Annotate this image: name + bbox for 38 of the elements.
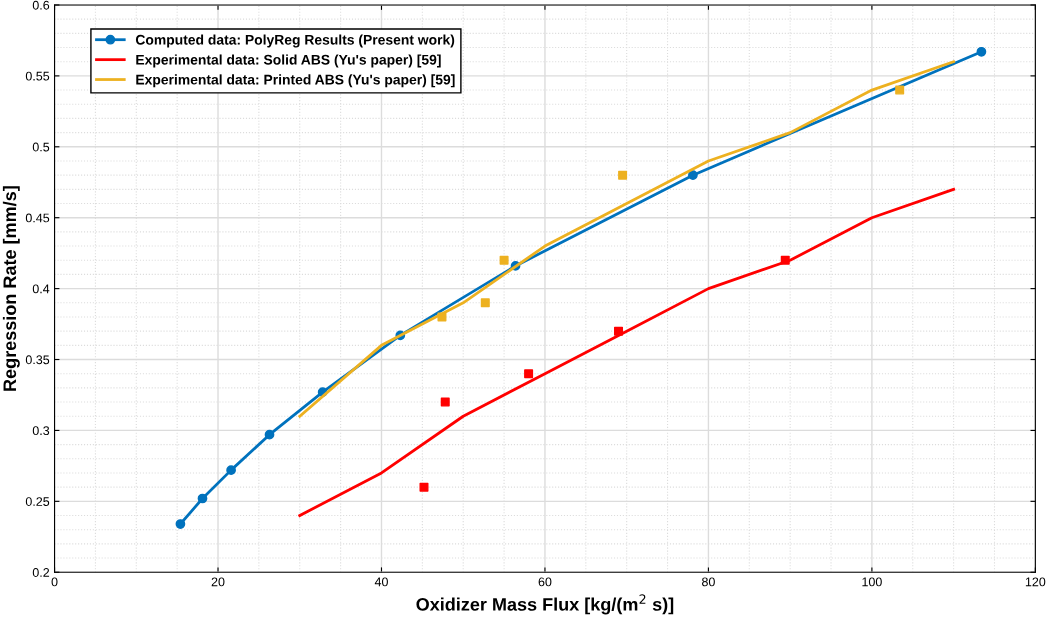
y-tick-label: 0.45 bbox=[25, 213, 50, 223]
point bbox=[437, 312, 447, 322]
point bbox=[175, 519, 186, 529]
x-axis-title: Oxidizer Mass Flux [kg/(m$^{2}$ s)] bbox=[416, 594, 674, 615]
y-tick-label: 0.5 bbox=[32, 142, 50, 152]
y-tick-label: 0.2 bbox=[32, 568, 50, 577]
x-tick-label: 60 bbox=[538, 577, 552, 587]
point bbox=[440, 397, 450, 407]
y-tick-label: 0.25 bbox=[25, 497, 50, 506]
y-axis-title: Regression Rate [mm/s] bbox=[2, 186, 20, 391]
point bbox=[688, 170, 698, 181]
x-tick-label: 40 bbox=[374, 577, 388, 587]
y-tick-label: 0.4 bbox=[32, 284, 50, 294]
x-tick-label: 0 bbox=[51, 577, 58, 587]
x-tick-label: 20 bbox=[211, 577, 225, 587]
point bbox=[780, 255, 790, 265]
legend-label: Experimental data: Printed ABS (Yu's paper) [59] bbox=[136, 74, 455, 88]
y-tick-label: 0.55 bbox=[25, 71, 50, 81]
x-tick-label: 100 bbox=[862, 577, 882, 587]
point bbox=[895, 85, 905, 95]
point bbox=[264, 429, 275, 440]
point bbox=[976, 46, 987, 57]
point bbox=[197, 493, 208, 504]
point bbox=[419, 482, 429, 492]
legend-label: Experimental data: Solid ABS (Yu's paper) [59] bbox=[136, 54, 441, 68]
point bbox=[614, 326, 624, 336]
y-tick-label: 0.35 bbox=[25, 355, 50, 365]
y-tick-label: 0.6 bbox=[32, 0, 50, 10]
point bbox=[480, 298, 490, 308]
y-tick-label: 0.3 bbox=[32, 426, 50, 436]
x-tick-label: 80 bbox=[702, 577, 715, 587]
point bbox=[524, 369, 534, 379]
line-series bbox=[298, 187, 956, 517]
legend-label: Computed data: PolyReg Results (Present work) bbox=[135, 34, 455, 48]
x-tick-label: 120 bbox=[1025, 577, 1046, 587]
point bbox=[226, 465, 236, 475]
point bbox=[499, 255, 509, 265]
point bbox=[618, 170, 628, 180]
